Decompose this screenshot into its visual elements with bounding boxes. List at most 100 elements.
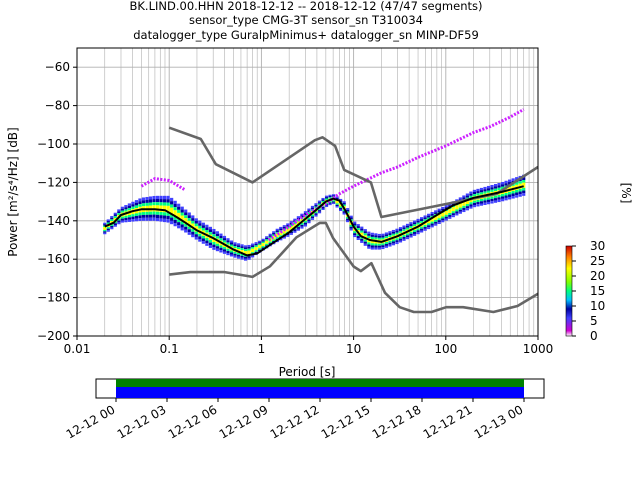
probability-cell: [222, 235, 227, 239]
probability-cell: [420, 226, 424, 229]
probability-cell: [134, 218, 139, 222]
probability-cell: [381, 243, 385, 246]
probability-cell: [103, 229, 107, 232]
probability-cell: [258, 242, 262, 244]
probability-cell: [427, 223, 431, 226]
probability-cell: [258, 249, 262, 252]
probability-cell: [381, 245, 385, 248]
probability-cell: [310, 205, 315, 208]
probability-cell: [328, 194, 332, 197]
probability-cell: [434, 218, 438, 220]
probability-cell: [272, 234, 276, 237]
probability-cell: [430, 212, 434, 214]
probability-cell: [166, 205, 170, 210]
mean-line: [104, 185, 524, 257]
chart-title-line-2: sensor_type CMG-3T sensor_sn T310034: [189, 13, 423, 27]
probability-cell: [222, 244, 227, 248]
probability-cell: [251, 252, 255, 254]
probability-cell: [317, 208, 322, 211]
probability-cell: [490, 189, 494, 192]
high-noise-model-line: [168, 126, 539, 219]
probability-cell: [508, 182, 512, 185]
probability-cell: [261, 244, 265, 247]
probability-cell: [124, 207, 128, 210]
probability-cell: [486, 190, 491, 193]
probability-cell: [159, 205, 163, 209]
probability-cell: [240, 244, 244, 247]
probability-cell: [437, 220, 441, 223]
probability-cell: [194, 220, 198, 224]
probability-cell: [293, 218, 297, 221]
probability-cell: [131, 216, 135, 220]
coverage-tick-label: 12-12 12: [268, 402, 322, 441]
probability-cell: [296, 221, 300, 224]
probability-cell: [173, 203, 177, 208]
probability-cell: [448, 216, 452, 219]
probability-cell: [324, 195, 329, 198]
probability-cell: [398, 240, 403, 243]
probability-cell: [296, 225, 300, 228]
probability-cell: [500, 184, 505, 187]
probability-cell: [201, 225, 205, 228]
probability-cell: [395, 238, 399, 241]
probability-cell: [251, 243, 255, 246]
probability-cell: [469, 191, 473, 194]
probability-cell: [194, 218, 198, 221]
probability-cell: [367, 244, 371, 247]
probability-cell: [117, 222, 121, 225]
probability-cell: [437, 222, 441, 224]
probability-cell: [360, 226, 364, 229]
coverage-bar-top: [116, 379, 524, 387]
probability-cell: [198, 220, 202, 224]
probability-cell: [282, 236, 286, 239]
probability-cell: [388, 242, 392, 245]
probability-cell: [166, 199, 170, 203]
probability-cell: [363, 235, 367, 238]
probability-cell: [159, 199, 163, 203]
probability-cell: [405, 233, 410, 236]
probability-cell: [497, 185, 501, 188]
probability-cell: [258, 245, 262, 247]
probability-cell: [166, 212, 170, 216]
probability-cell: [198, 228, 202, 232]
probability-cell: [455, 211, 459, 214]
y-tick-label: −120: [37, 175, 70, 189]
probability-cell: [226, 253, 230, 256]
probability-cell: [346, 209, 350, 212]
probability-cell: [367, 242, 371, 245]
probability-cell: [412, 233, 417, 236]
probability-cell: [508, 194, 512, 197]
probability-cell: [141, 200, 146, 204]
probability-cell: [258, 243, 262, 246]
probability-cell: [437, 210, 441, 213]
probability-cell: [356, 226, 360, 229]
probability-cell: [493, 188, 498, 192]
probability-cell: [173, 216, 177, 220]
probability-cell: [173, 210, 177, 214]
probability-cell: [110, 217, 114, 220]
coverage-tick-label: 12-12 09: [217, 402, 271, 441]
probability-cell: [208, 240, 212, 243]
probability-cell: [493, 186, 498, 189]
probability-cell: [170, 197, 174, 202]
probability-cell: [296, 227, 300, 229]
probability-cell: [374, 237, 378, 240]
probability-cell: [127, 205, 131, 209]
probability-cell: [497, 197, 501, 200]
probability-cell: [479, 203, 484, 206]
probability-cell: [258, 248, 262, 250]
probability-cell: [233, 242, 237, 245]
probability-cell: [515, 192, 519, 196]
probability-cell: [275, 237, 279, 239]
probability-cell: [427, 225, 431, 228]
probability-cell: [265, 243, 269, 246]
probability-cell: [518, 188, 522, 192]
probability-cell: [469, 206, 473, 209]
probability-cell: [110, 224, 114, 226]
probability-cell: [307, 221, 311, 224]
probability-cell: [479, 199, 484, 202]
probability-cell: [138, 218, 142, 221]
probability-cell: [187, 215, 191, 219]
probability-cell: [166, 195, 170, 200]
